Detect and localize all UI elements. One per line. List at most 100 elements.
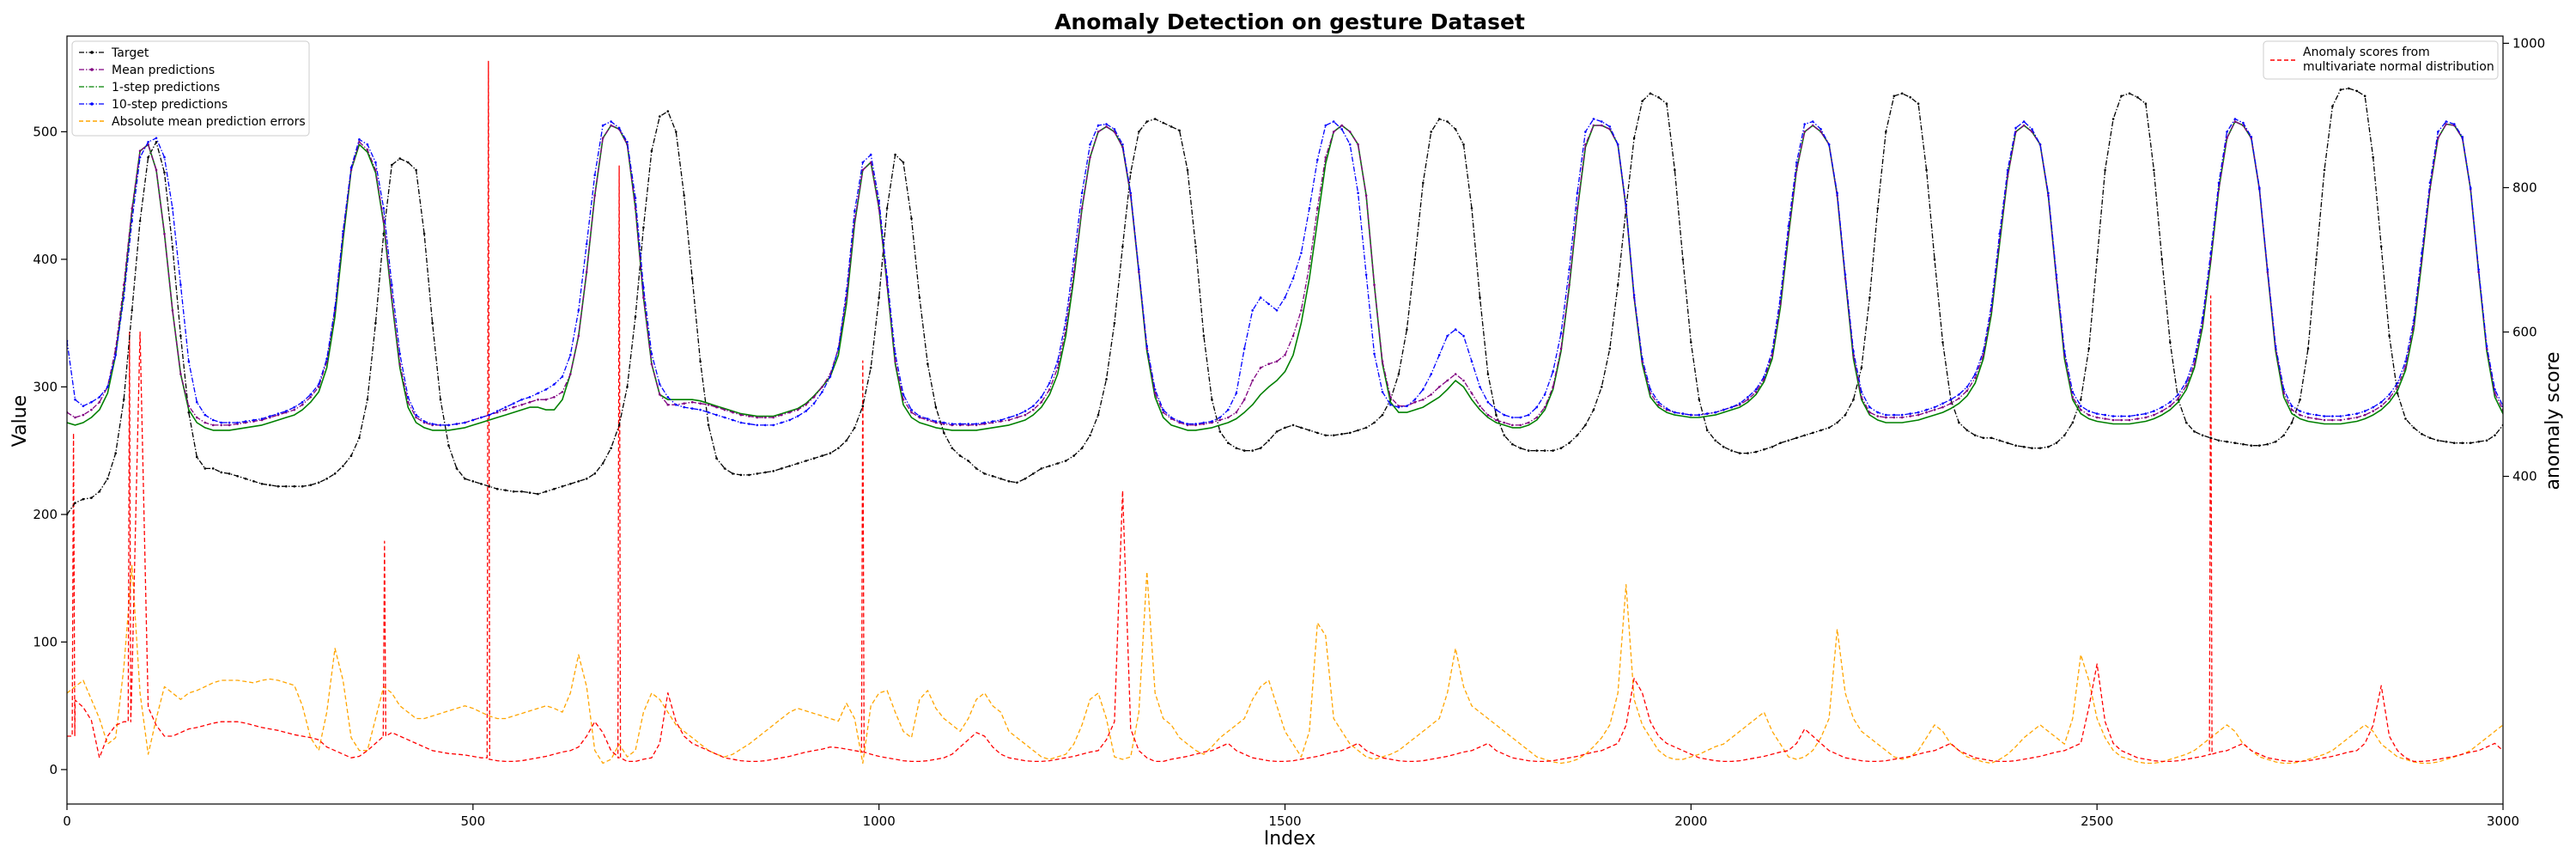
legend-marker-mean-predictions	[90, 68, 94, 71]
data-point	[927, 362, 929, 366]
data-point	[98, 396, 101, 399]
data-point	[2274, 344, 2277, 348]
data-point	[1511, 442, 1514, 446]
data-point	[2087, 413, 2090, 417]
data-point	[1503, 421, 1506, 424]
data-point	[480, 483, 483, 485]
data-point	[2339, 418, 2342, 422]
data-point	[1747, 452, 1749, 454]
data-point	[756, 423, 759, 427]
data-point	[732, 411, 734, 414]
data-point	[220, 423, 223, 427]
data-point	[1145, 120, 1148, 123]
data-point	[2372, 155, 2374, 159]
data-point	[358, 436, 361, 440]
data-point	[1900, 92, 1904, 95]
data-point	[1300, 252, 1303, 254]
data-point	[1162, 121, 1164, 125]
data-point	[74, 416, 76, 419]
data-point	[1251, 449, 1254, 452]
data-point	[1446, 120, 1449, 123]
data-point	[1413, 398, 1417, 401]
y-ticks: 0 100 200 300 400 500	[33, 124, 67, 777]
data-point	[1113, 128, 1116, 131]
data-point	[512, 405, 515, 409]
legend-entry-absolute-mean-prediction-errors: Absolute mean prediction errors	[79, 115, 306, 129]
data-point	[1422, 398, 1425, 401]
data-point	[1885, 131, 1887, 133]
data-point	[659, 383, 661, 386]
data-point	[2437, 131, 2439, 133]
data-point	[780, 413, 783, 417]
data-point	[2494, 434, 2496, 437]
data-point	[317, 383, 320, 386]
data-point	[1559, 332, 1563, 335]
data-point	[1503, 413, 1506, 417]
data-point	[756, 472, 759, 475]
data-point	[301, 403, 304, 406]
data-point	[114, 354, 117, 356]
data-point	[1235, 411, 1238, 414]
data-point	[1811, 431, 1814, 435]
data-point	[634, 315, 637, 319]
data-point	[1965, 389, 1969, 393]
data-point	[805, 460, 807, 462]
data-point	[1601, 120, 1603, 123]
data-point	[1698, 413, 1701, 417]
data-point	[869, 366, 872, 369]
data-point	[1641, 357, 1643, 361]
data-point	[1291, 334, 1295, 338]
data-point	[707, 423, 710, 427]
data-point	[837, 347, 840, 350]
data-point	[902, 393, 905, 396]
legend-right: Anomaly scores from multivariate normal …	[2263, 40, 2499, 80]
data-point	[756, 416, 759, 419]
data-point	[934, 405, 938, 409]
data-point	[2355, 412, 2359, 415]
data-point	[1925, 168, 1928, 172]
data-point	[406, 400, 410, 404]
data-point	[374, 161, 377, 164]
data-point	[593, 194, 596, 197]
data-point	[2087, 410, 2090, 412]
data-point	[1965, 386, 1969, 388]
legend-label-mean-predictions: Mean predictions	[112, 64, 215, 77]
data-point	[2055, 273, 2058, 277]
data-point	[366, 148, 369, 151]
data-point	[1827, 426, 1831, 430]
data-point	[1616, 283, 1619, 286]
data-point	[309, 393, 313, 396]
data-point	[845, 439, 848, 442]
data-point	[455, 423, 459, 425]
data-point	[1308, 207, 1311, 210]
data-point	[2184, 421, 2188, 424]
data-point	[2323, 415, 2326, 417]
data-point	[861, 168, 865, 172]
data-point	[1698, 398, 1701, 401]
data-point	[2201, 316, 2204, 320]
data-point	[406, 396, 410, 399]
data-point	[1259, 366, 1262, 369]
data-point	[1592, 408, 1595, 411]
data-point	[2494, 392, 2496, 395]
data-point	[1803, 434, 1806, 437]
data-point	[1868, 296, 1871, 299]
data-point	[1649, 392, 1652, 395]
data-point	[1324, 155, 1327, 159]
data-point	[2372, 405, 2374, 409]
data-point	[2306, 416, 2310, 419]
data-point	[1990, 304, 1993, 307]
legend-label-1-step-predictions: 1-step predictions	[112, 81, 220, 94]
data-point	[269, 415, 271, 417]
data-point	[690, 407, 694, 410]
data-point	[1364, 273, 1368, 277]
data-point	[1032, 472, 1035, 475]
data-point	[2111, 418, 2115, 422]
data-point	[309, 396, 313, 399]
data-point	[2290, 421, 2293, 424]
data-point	[1454, 328, 1457, 331]
data-point	[829, 375, 832, 378]
series-line-mean-predictions	[67, 120, 2503, 426]
data-point	[1868, 411, 1871, 414]
data-point	[1747, 398, 1749, 401]
